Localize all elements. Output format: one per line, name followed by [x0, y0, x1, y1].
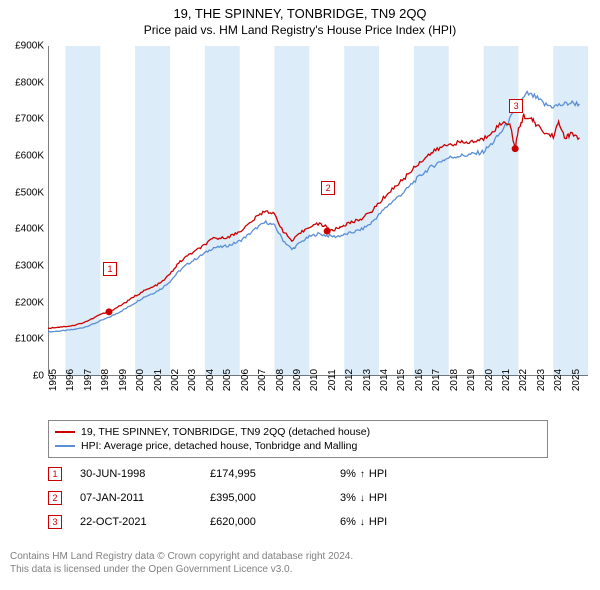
page-subtitle: Price paid vs. HM Land Registry's House …: [0, 21, 600, 41]
sale-row: 1 30-JUN-1998£174,9959% ↑ HPI: [48, 462, 548, 486]
x-tick-label: 2020: [484, 369, 495, 391]
x-tick-label: 2021: [501, 369, 512, 391]
sale-hpi: 3% ↓ HPI: [340, 492, 460, 504]
x-tick-label: 2001: [153, 369, 164, 391]
y-tick-label: £700K: [15, 114, 44, 125]
sale-hpi-pct: 6%: [340, 516, 356, 528]
legend: 19, THE SPINNEY, TONBRIDGE, TN9 2QQ (det…: [48, 420, 548, 458]
page-title: 19, THE SPINNEY, TONBRIDGE, TN9 2QQ: [0, 0, 600, 21]
legend-item: HPI: Average price, detached house, Tonb…: [55, 439, 541, 453]
x-tick-label: 2015: [396, 369, 407, 391]
x-tick-label: 2008: [275, 369, 286, 391]
sale-date: 07-JAN-2011: [80, 492, 210, 504]
x-tick-label: 2017: [431, 369, 442, 391]
sales-table: 1 30-JUN-1998£174,9959% ↑ HPI 2 07-JAN-2011£3…: [48, 462, 548, 534]
x-tick-label: 1995: [48, 369, 59, 391]
sale-hpi-pct: 9%: [340, 468, 356, 480]
x-tick-label: 2014: [379, 369, 390, 391]
sale-number-box: 1: [48, 467, 62, 481]
x-tick-label: 1998: [100, 369, 111, 391]
arrow-up-icon: ↑: [360, 469, 365, 480]
x-tick-label: 2004: [205, 369, 216, 391]
x-tick-label: 2011: [327, 369, 338, 391]
legend-item: 19, THE SPINNEY, TONBRIDGE, TN9 2QQ (det…: [55, 425, 541, 439]
sale-price: £395,000: [210, 492, 340, 504]
x-tick-label: 1996: [65, 369, 76, 391]
sale-row: 2 07-JAN-2011£395,0003% ↓ HPI: [48, 486, 548, 510]
y-tick-label: £500K: [15, 187, 44, 198]
sale-hpi-pct: 3%: [340, 492, 356, 504]
y-tick-label: £900K: [15, 41, 44, 52]
chart: £0£100K£200K£300K£400K£500K£600K£700K£80…: [48, 46, 588, 376]
y-tick-label: £100K: [15, 334, 44, 345]
y-tick-label: £800K: [15, 77, 44, 88]
legend-swatch: [55, 431, 75, 433]
footer-line-2: This data is licensed under the Open Gov…: [10, 563, 353, 576]
y-tick-label: £600K: [15, 151, 44, 162]
x-tick-label: 2013: [362, 369, 373, 391]
sale-marker-1: 1: [103, 262, 117, 276]
x-tick-label: 2016: [414, 369, 425, 391]
legend-label: HPI: Average price, detached house, Tonb…: [81, 440, 357, 452]
x-tick-label: 2018: [449, 369, 460, 391]
sale-marker-2: 2: [321, 181, 335, 195]
sale-hpi: 6% ↓ HPI: [340, 516, 460, 528]
x-tick-label: 2002: [170, 369, 181, 391]
sale-hpi: 9% ↑ HPI: [340, 468, 460, 480]
sale-number-box: 3: [48, 515, 62, 529]
footer-line-1: Contains HM Land Registry data © Crown c…: [10, 550, 353, 563]
arrow-down-icon: ↓: [360, 517, 365, 528]
x-tick-label: 2012: [344, 369, 355, 391]
sale-number-box: 2: [48, 491, 62, 505]
x-tick-label: 2009: [292, 369, 303, 391]
x-tick-label: 2003: [187, 369, 198, 391]
x-tick-label: 2024: [553, 369, 564, 391]
sale-price: £620,000: [210, 516, 340, 528]
y-tick-label: £200K: [15, 297, 44, 308]
y-tick-label: £400K: [15, 224, 44, 235]
footer: Contains HM Land Registry data © Crown c…: [10, 550, 353, 576]
x-tick-label: 2022: [518, 369, 529, 391]
sale-date: 30-JUN-1998: [80, 468, 210, 480]
x-tick-label: 2025: [571, 369, 582, 391]
legend-swatch: [55, 445, 75, 447]
x-tick-label: 1999: [118, 369, 129, 391]
x-tick-label: 2006: [240, 369, 251, 391]
sale-hpi-label: HPI: [369, 468, 387, 480]
x-tick-label: 1997: [83, 369, 94, 391]
sale-marker-3: 3: [509, 99, 523, 113]
arrow-down-icon: ↓: [360, 493, 365, 504]
sale-date: 22-OCT-2021: [80, 516, 210, 528]
sale-hpi-label: HPI: [369, 516, 387, 528]
x-tick-label: 2010: [309, 369, 320, 391]
x-tick-label: 2023: [536, 369, 547, 391]
chart-svg: [48, 46, 588, 376]
legend-label: 19, THE SPINNEY, TONBRIDGE, TN9 2QQ (det…: [81, 426, 370, 438]
y-tick-label: £300K: [15, 261, 44, 272]
x-tick-label: 2005: [222, 369, 233, 391]
x-tick-label: 2000: [135, 369, 146, 391]
x-tick-label: 2019: [466, 369, 477, 391]
y-tick-label: £0: [33, 371, 44, 382]
sale-hpi-label: HPI: [369, 492, 387, 504]
x-tick-label: 2007: [257, 369, 268, 391]
sale-row: 3 22-OCT-2021£620,0006% ↓ HPI: [48, 510, 548, 534]
sale-price: £174,995: [210, 468, 340, 480]
